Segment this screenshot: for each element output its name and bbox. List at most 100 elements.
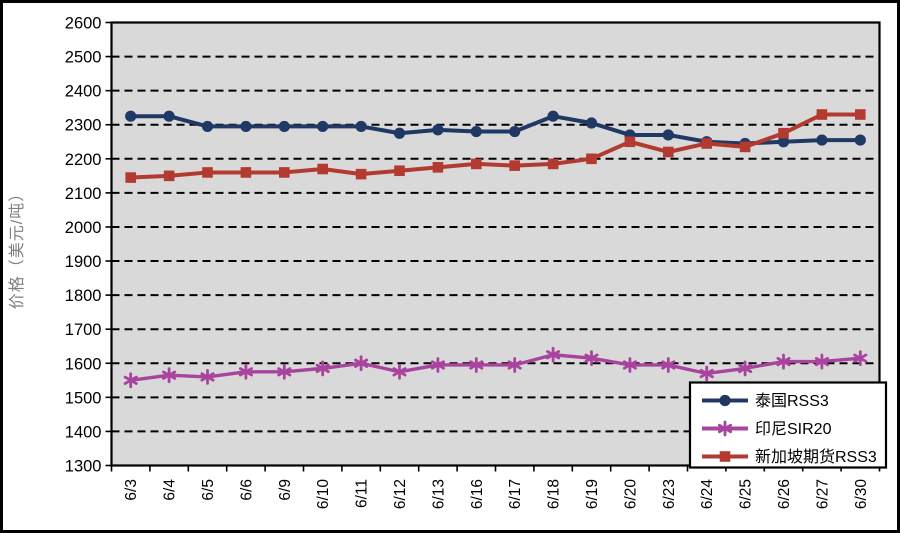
y-tick-label-2500: 2500 xyxy=(65,49,102,67)
asterisk-marker xyxy=(430,357,445,373)
x-tick-label-6/20: 6/20 xyxy=(622,479,639,510)
y-tick-label-1600: 1600 xyxy=(65,355,102,373)
asterisk-marker xyxy=(469,357,484,373)
circle-marker xyxy=(393,127,406,139)
asterisk-marker xyxy=(507,357,522,373)
x-tick-label-6/19: 6/19 xyxy=(584,479,601,509)
circle-marker xyxy=(240,120,252,133)
asterisk-marker xyxy=(814,353,829,370)
square-marker xyxy=(202,167,213,178)
square-marker xyxy=(778,127,789,139)
asterisk-marker xyxy=(238,363,253,380)
circle-marker xyxy=(355,120,367,133)
series-singapore-futures-rss3 xyxy=(125,109,866,183)
circle-marker xyxy=(125,110,137,122)
square-marker xyxy=(279,167,290,178)
square-marker xyxy=(432,162,444,173)
x-tick-label-6/18: 6/18 xyxy=(546,479,563,509)
square-marker xyxy=(701,138,712,149)
series-line-singapore-futures-rss3 xyxy=(128,112,863,180)
series-line-thailand-rss3 xyxy=(128,114,863,146)
y-tick-label-1700: 1700 xyxy=(65,321,102,339)
y-tick-label-2200: 2200 xyxy=(65,151,102,169)
x-tick-label-6/4: 6/4 xyxy=(162,479,179,501)
circle-marker xyxy=(777,136,790,148)
x-tick-label-6/6: 6/6 xyxy=(238,479,255,501)
x-tick-label-6/3: 6/3 xyxy=(123,479,140,501)
x-tick-label-6/30: 6/30 xyxy=(853,479,870,510)
legend-label-singapore-futures-rss3: 新加坡期货RSS3 xyxy=(755,448,877,466)
square-marker xyxy=(317,163,328,175)
x-tick-label-6/17: 6/17 xyxy=(507,479,524,509)
legend-item-singapore-futures-rss3: 新加坡期货RSS3 xyxy=(702,448,877,466)
asterisk-marker xyxy=(738,360,753,377)
circle-marker xyxy=(816,134,828,146)
y-axis-title: 价格（美元/吨） xyxy=(8,185,26,309)
circle-marker xyxy=(662,129,674,141)
circle-marker xyxy=(163,110,175,122)
asterisk-marker xyxy=(200,368,215,385)
circle-marker xyxy=(470,125,482,138)
circle-marker xyxy=(585,117,598,129)
y-tick-label-1800: 1800 xyxy=(65,287,102,305)
asterisk-marker xyxy=(584,350,599,367)
square-marker xyxy=(624,136,636,148)
asterisk-marker xyxy=(699,365,714,382)
circle-marker xyxy=(854,134,866,146)
square-marker xyxy=(855,109,866,120)
circle-marker xyxy=(719,394,731,407)
square-marker xyxy=(125,172,136,183)
x-tick-label-6/16: 6/16 xyxy=(469,479,486,509)
x-tick-label-6/24: 6/24 xyxy=(699,479,716,510)
square-marker xyxy=(739,141,751,153)
square-marker xyxy=(547,158,559,170)
y-tick-label-1500: 1500 xyxy=(65,389,102,407)
asterisk-marker xyxy=(354,355,369,372)
circle-marker xyxy=(547,110,559,122)
y-tick-label-1300: 1300 xyxy=(65,458,102,476)
square-marker xyxy=(394,165,405,177)
square-marker xyxy=(471,158,482,170)
square-marker xyxy=(163,170,175,182)
y-tick-label-1900: 1900 xyxy=(65,253,102,271)
square-marker xyxy=(586,153,597,165)
x-tick-label-6/10: 6/10 xyxy=(315,479,332,510)
x-tick-label-6/12: 6/12 xyxy=(392,479,409,509)
y-tick-label-2600: 2600 xyxy=(65,15,102,33)
y-tick-label-1400: 1400 xyxy=(65,423,102,441)
y-tick-label-2400: 2400 xyxy=(65,83,102,101)
y-tick-label-2100: 2100 xyxy=(65,185,102,203)
x-tick-label-6/11: 6/11 xyxy=(354,479,371,508)
legend-label-indonesia-sir20: 印尼SIR20 xyxy=(755,420,832,438)
x-tick-label-6/23: 6/23 xyxy=(661,479,678,509)
square-marker xyxy=(663,146,674,158)
circle-marker xyxy=(278,120,290,133)
asterisk-marker xyxy=(622,357,637,373)
asterisk-marker xyxy=(717,420,733,437)
legend-label-thailand-rss3: 泰国RSS3 xyxy=(755,392,829,410)
circle-marker xyxy=(509,125,521,138)
asterisk-marker xyxy=(315,360,330,377)
asterisk-marker xyxy=(546,346,561,363)
square-marker xyxy=(509,160,520,171)
plot-border xyxy=(110,21,881,467)
asterisk-marker xyxy=(776,353,791,370)
square-marker xyxy=(240,167,252,178)
asterisk-marker xyxy=(162,367,177,384)
legend: 泰国RSS3 印尼SIR20 新加坡期货RSS3 xyxy=(688,381,888,469)
square-marker xyxy=(719,451,731,462)
x-tick-label-6/26: 6/26 xyxy=(776,479,793,509)
legend-item-thailand-rss3: 泰国RSS3 xyxy=(702,392,829,410)
legend-item-indonesia-sir20: 印尼SIR20 xyxy=(702,420,832,438)
circle-marker xyxy=(317,120,329,133)
x-tick-label-6/9: 6/9 xyxy=(277,479,294,501)
square-marker xyxy=(816,109,828,120)
x-tick-label-6/13: 6/13 xyxy=(430,479,447,509)
circle-marker xyxy=(432,124,444,136)
x-tick-label-6/25: 6/25 xyxy=(738,479,755,509)
asterisk-marker xyxy=(661,357,676,373)
series-indonesia-sir20 xyxy=(123,346,868,389)
